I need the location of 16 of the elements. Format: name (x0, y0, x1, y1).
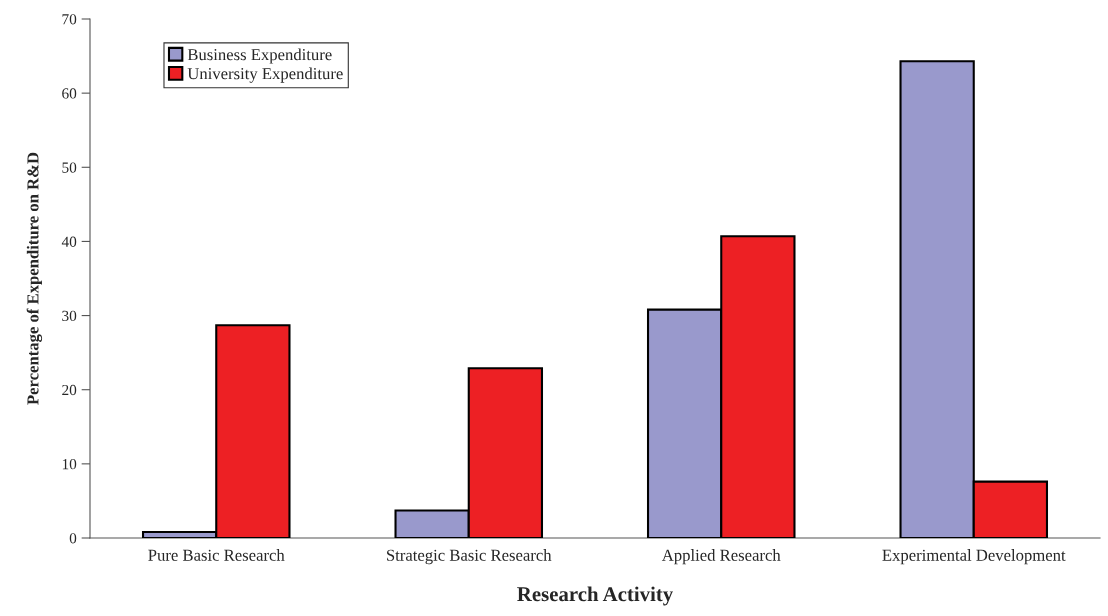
x-tick-label: Strategic Basic Research (387, 549, 552, 565)
y-tick-label: 70 (62, 14, 77, 25)
x-tick-label: Experimental Development (882, 549, 1066, 565)
legend-label: Business Expenditure (187, 48, 332, 64)
y-tick-label: 60 (62, 88, 77, 99)
y-tick-label: 10 (62, 459, 77, 470)
y-tick-label: 20 (62, 384, 77, 396)
y-tick-label: 40 (61, 236, 77, 247)
y-axis-title: Percentage of Expenditure on R&D (26, 152, 43, 405)
y-tick-label: 50 (62, 162, 77, 173)
x-axis-title: Research Activity (517, 586, 673, 606)
legend-label: University Expenditure (187, 67, 343, 83)
y-tick-label: 0 (69, 533, 77, 544)
x-tick-label: Applied Research (661, 549, 781, 565)
x-tick-label: Pure Basic Research (148, 549, 285, 561)
y-tick-label: 30 (62, 310, 77, 322)
